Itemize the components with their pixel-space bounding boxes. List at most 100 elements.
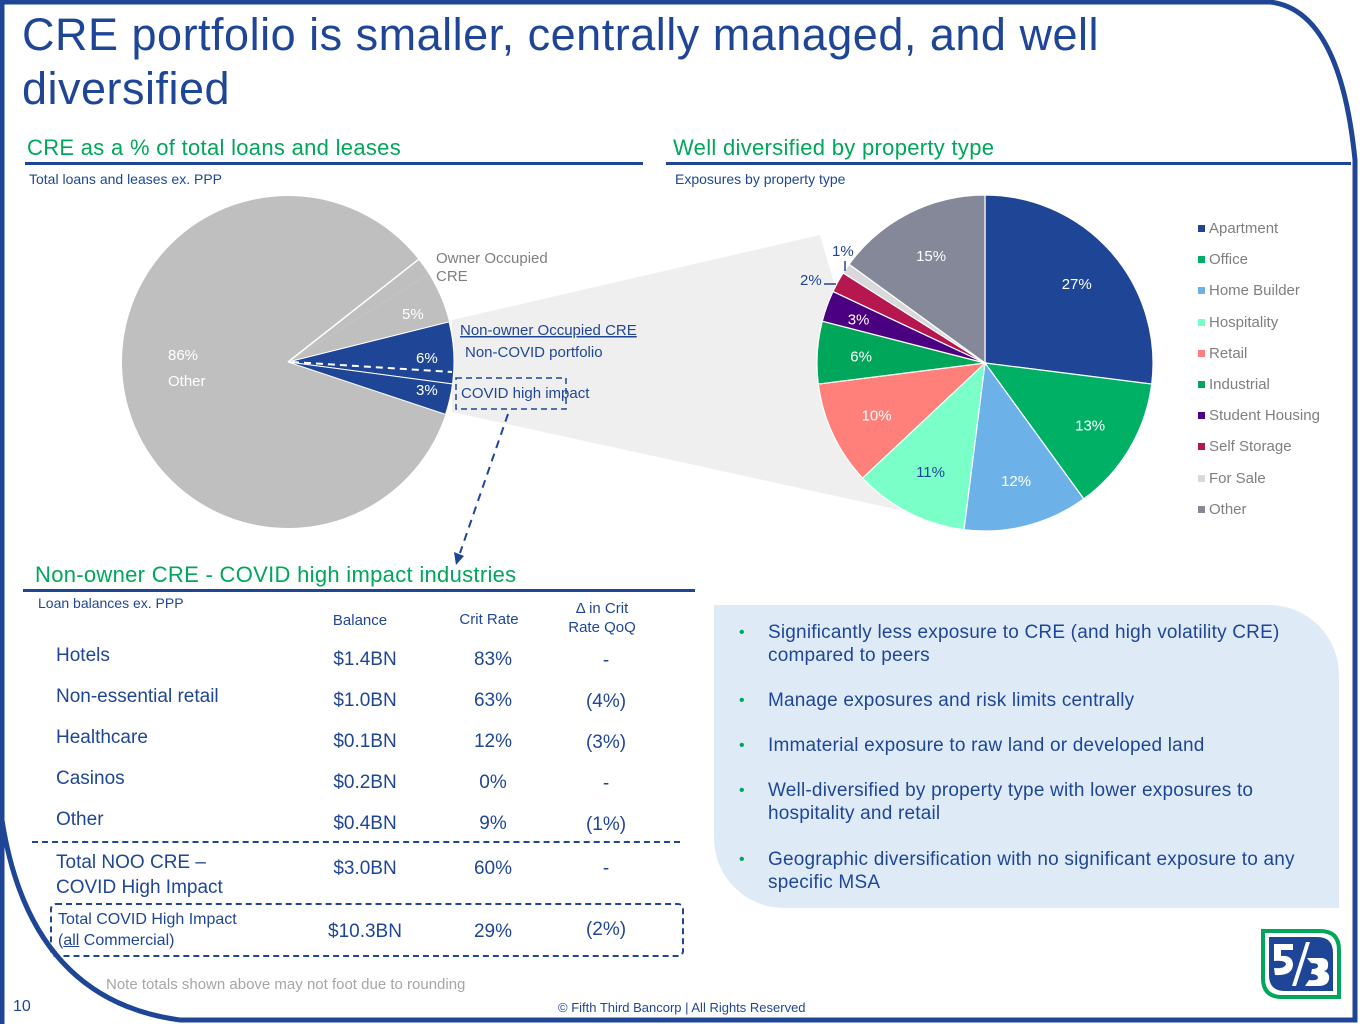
legend-item-retail: Retail <box>1198 338 1320 369</box>
bullet-text: Manage exposures and risk limits central… <box>768 690 1135 711</box>
right-section-subtitle: Exposures by property type <box>675 171 846 187</box>
delta-symbol: Δ in Crit <box>575 600 629 617</box>
left-pie-label-noo-pct: 6% <box>416 350 438 367</box>
right-pie-slice-hospitality <box>861 361 986 531</box>
key-points-callout: • Significantly less exposure to CRE (and… <box>714 605 1339 908</box>
total-noo-name-line1: Total NOO CRE – <box>56 852 206 873</box>
table-row: Hotels $1.4BN 83% - <box>0 645 680 675</box>
right-pie-label-industrial: 6% <box>850 348 872 365</box>
covid-high-impact-box <box>455 377 567 410</box>
table-row-total-noo: Total NOO CRE – COVID High Impact $3.0BN… <box>0 850 680 898</box>
cell-balance: $1.0BN <box>333 690 397 711</box>
left-section-title: CRE as a % of total loans and leases <box>27 135 402 160</box>
bullet-item: • Geographic diversification with no sign… <box>739 848 1320 894</box>
subtotal-divider <box>32 841 680 843</box>
legend-label: Apartment <box>1209 220 1279 238</box>
legend-label: Other <box>1209 500 1247 518</box>
legend-label: Self Storage <box>1209 438 1292 456</box>
slide-title: CRE portfolio is smaller, centrally mana… <box>22 9 1099 114</box>
right-pie-label-student-housing: 3% <box>848 312 870 329</box>
cell-name: Other <box>56 809 104 830</box>
cell-name: Hotels <box>56 645 110 666</box>
total-all-underlined-word: all <box>63 932 80 949</box>
left-pie-slice-owner-occupied-cre <box>288 274 450 362</box>
left-pie-slice-non-owner-occupied-cre-covid-high-impact <box>287 361 454 416</box>
right-pie-label-home-builder: 12% <box>1001 473 1031 490</box>
legend-item-apartment: Apartment <box>1198 213 1320 244</box>
legend-swatch-for-sale <box>1198 474 1205 482</box>
table-row: Casinos $0.2BN 0% - <box>0 768 680 798</box>
covid-high-impact-label: COVID high impact <box>461 385 590 402</box>
bullet-dot-icon: • <box>739 692 745 709</box>
bullet-item: • Manage exposures and risk limits centra… <box>739 689 1320 712</box>
zoom-connector-wedge <box>452 235 900 510</box>
left-pie-label-other-pct: 86% <box>168 347 198 364</box>
cell-delta: - <box>602 650 610 671</box>
total-noo-crit-rate: 60% <box>473 858 513 879</box>
bullet-text: Geographic diversification with no signi… <box>768 849 1295 893</box>
total-all-commercial-box <box>50 903 684 957</box>
total-all-crit-rate: 29% <box>473 921 513 942</box>
right-pie-legend: Apartment Office Home Builder Hospitality Re… <box>1198 213 1320 525</box>
left-pie-label-covid-pct: 3% <box>416 382 438 399</box>
legend-label: Student Housing <box>1209 407 1320 425</box>
right-pie-slice-retail <box>817 362 987 479</box>
covid-arrow-head <box>454 552 464 565</box>
cell-balance: $0.4BN <box>333 813 397 834</box>
bullet-dot-icon: • <box>739 851 745 868</box>
owner-occupied-leader <box>287 251 429 363</box>
rounding-note: Note totals shown above may not foot due… <box>106 976 466 993</box>
right-pie-chart: 27% 13% 12% 11% 10% 6% 3% 2% 1% 15% <box>800 194 1154 532</box>
right-pie-label-hospitality: 11% <box>916 464 945 481</box>
right-section-title: Well diversified by property type <box>673 135 995 160</box>
cell-balance: $1.4BN <box>333 649 397 670</box>
legend-swatch-other <box>1198 505 1205 513</box>
left-pie-slice-other <box>122 195 446 528</box>
legend-swatch-self-storage <box>1198 443 1205 451</box>
right-pie-label-self-storage: 2% <box>800 272 822 289</box>
total-all-name-line2: (all Commercial) <box>58 930 237 951</box>
covid-arrow-dashed-line <box>459 413 509 554</box>
fifth-third-logo <box>1261 929 1341 999</box>
cell-balance: $0.2BN <box>333 772 397 793</box>
noo-annotation-title: Non-owner Occupied CRE <box>460 322 637 339</box>
legend-label: Retail <box>1209 344 1248 362</box>
legend-swatch-hospitality <box>1198 318 1205 326</box>
legend-swatch-office <box>1198 256 1205 264</box>
bullet-dot-icon: • <box>739 782 745 799</box>
legend-label: For Sale <box>1209 469 1266 487</box>
legend-item-home-builder: Home Builder <box>1198 275 1320 306</box>
left-pie-label-owner-occupied-pct: 5% <box>402 306 424 323</box>
legend-label: Hospitality <box>1209 313 1279 331</box>
total-noo-balance: $3.0BN <box>333 858 397 879</box>
legend-item-for-sale: For Sale <box>1198 463 1320 494</box>
cell-name: Healthcare <box>56 727 148 748</box>
noo-annotation-subtitle: Non-COVID portfolio <box>465 344 603 361</box>
legend-item-other: Other <box>1198 494 1320 525</box>
covid-split-dashed-line <box>291 361 453 373</box>
legend-swatch-apartment <box>1198 225 1205 233</box>
cell-delta: (3%) <box>585 732 627 753</box>
total-all-name-line1: Total COVID High Impact <box>58 911 237 928</box>
legend-item-industrial: Industrial <box>1198 369 1320 400</box>
cell-delta: - <box>602 773 610 794</box>
bullet-text: Immaterial exposure to raw land or devel… <box>768 735 1205 756</box>
table-section-title: Non-owner CRE - COVID high impact indust… <box>35 562 517 587</box>
bullet-item: • Well-diversified by property type with … <box>739 779 1320 825</box>
bullet-text: Significantly less exposure to CRE (and … <box>768 622 1280 666</box>
total-all-paren-open: ( <box>58 932 64 949</box>
legend-swatch-student-housing <box>1198 412 1205 420</box>
legend-item-student-housing: Student Housing <box>1198 400 1320 431</box>
right-pie-slice-office <box>983 362 1153 500</box>
column-header-delta-crit-line1: Δ in Crit <box>552 599 652 618</box>
bullet-dot-icon: • <box>739 737 745 754</box>
cell-crit: 12% <box>473 731 513 752</box>
bullet-item: • Immaterial exposure to raw land or deve… <box>739 734 1320 757</box>
column-header-delta-crit-line2: Rate QoQ <box>568 619 636 636</box>
right-pie-label-for-sale: 1% <box>832 243 854 260</box>
table-section-rule <box>23 589 695 592</box>
legend-item-office: Office <box>1198 244 1320 275</box>
owner-occupied-annotation-line2: CRE <box>436 268 468 285</box>
total-noo-name: Total NOO CRE – COVID High Impact <box>56 850 223 900</box>
